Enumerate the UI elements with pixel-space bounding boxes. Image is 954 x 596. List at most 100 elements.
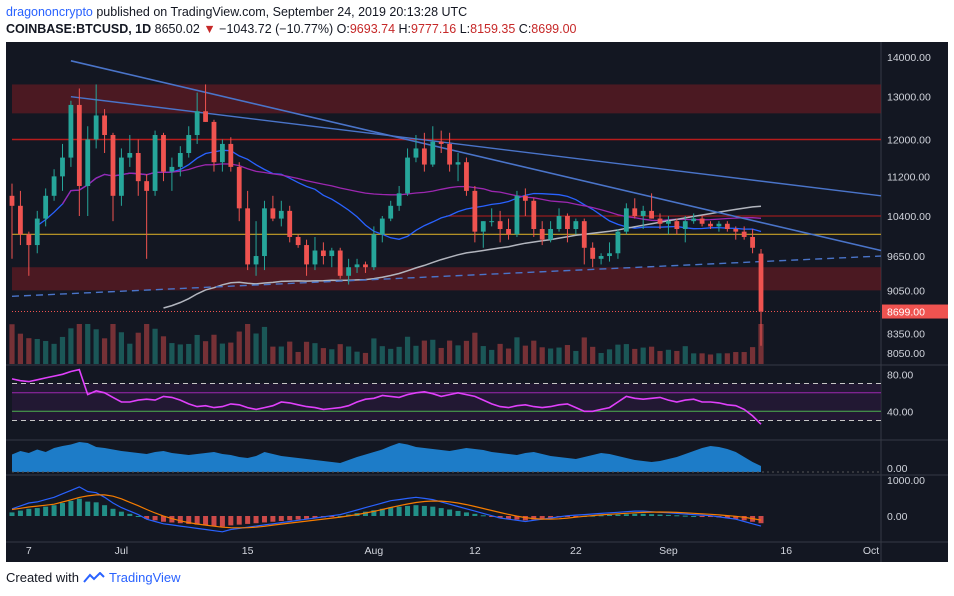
candle-body [514,195,520,235]
candle-body [177,152,183,167]
volume-bar [590,346,596,364]
volume-bar [548,348,554,364]
candle-body [531,200,537,230]
volume-bar [623,344,629,364]
volume-bar [665,349,672,364]
candle-body [716,223,722,227]
macd-histogram-bar [396,506,402,516]
volume-bar [219,343,225,364]
volume-bar [489,349,495,364]
candle-body [186,135,192,153]
time-tick-label: Oct [863,545,879,557]
candle-body [304,245,309,265]
tradingview-brand-link[interactable]: TradingView [108,570,181,585]
candle-body [194,111,200,136]
candle-body [219,143,225,163]
time-tick-label: 22 [570,545,582,557]
candle-body [379,218,385,235]
macd-line [11,486,762,533]
macd-histogram-bar [236,516,242,525]
volume-bar [598,352,604,364]
candle-body [682,221,688,230]
macd-histogram-bar [531,516,537,520]
volume-bar [421,340,427,364]
macd-histogram-bar [160,516,166,522]
macd-histogram-bar [261,516,267,523]
macd-histogram-bar [480,515,486,517]
volume-bar [413,345,419,364]
candle-body [110,135,116,196]
macd-histogram-bar [278,516,284,522]
macd-histogram-bar [691,516,697,517]
low-value: 8159.35 [470,22,516,36]
volume-bar [59,336,66,364]
open-label: O: [336,22,350,36]
macd-histogram-bar [329,516,335,517]
macd-histogram-bar [135,516,141,517]
candle-body [93,115,99,140]
macd-histogram-bar [733,516,739,519]
macd-histogram-bar [539,516,545,519]
chart-container[interactable]: 80.00 40.00 0.00 1000.00 0.00 14000.00 1300… [6,42,948,562]
candle-body [236,166,242,209]
macd-histogram-bar [59,503,65,516]
candle-body [497,221,503,230]
volume-bar [93,329,99,364]
rsi-tick-label: 80.00 [887,369,913,381]
macd-histogram-bar [43,506,49,516]
price-tick-label: 8350.00 [887,328,925,340]
volume-bar [615,344,621,364]
candle-body [34,218,40,246]
candle-body [623,208,629,232]
macd-histogram-bar [203,516,209,526]
macd-histogram-bar [438,508,444,516]
macd-histogram-bar [270,516,276,522]
macd-histogram-bar [657,514,663,516]
candle-body [657,218,663,224]
macd-histogram-bar [102,505,108,516]
volume-bar [430,339,436,364]
rsi-tick-label: 40.00 [887,406,913,418]
volume-bar [253,333,259,364]
macd-histogram-bar [724,516,730,519]
macd-histogram-bar [304,516,310,519]
candle-body [632,208,638,216]
volume-bar [9,324,15,364]
candle-body [464,162,469,191]
symbol-label[interactable]: COINBASE:BTCUSD, 1D [6,22,152,36]
macd-histogram-bar [615,514,621,516]
candle-body [253,256,259,265]
candle-body [489,221,495,223]
volume-bar [497,343,503,364]
volume-bar [682,346,688,364]
volume-bar [354,351,360,364]
candle-body [581,221,587,248]
ma200-line [163,205,762,309]
macd-tick-label: 1000.00 [887,475,925,487]
macd-histogram-bar [506,516,512,519]
macd-histogram-bar [34,508,40,516]
volume-bar [674,350,680,364]
volume-bar [144,324,150,364]
candle-body [203,111,208,122]
candle-body [750,236,755,248]
volume-bar [657,351,663,364]
macd-histogram-bar [152,516,158,521]
candle-body [18,205,23,235]
candle-body [211,121,217,163]
candle-body [396,193,402,206]
candle-body [640,210,646,216]
macd-histogram-bar [9,512,15,516]
time-tick-label: 16 [780,545,792,557]
macd-histogram-bar [26,508,32,516]
candle-body [733,229,739,232]
macd-histogram-bar [640,513,646,516]
volume-bar [160,336,167,364]
volume-bar [312,343,318,364]
time-tick-label: Jul [115,545,128,557]
candle-body [85,139,91,186]
author-link[interactable]: dragononcrypto [6,5,93,19]
candle-body [472,190,478,232]
candle-body [228,143,234,167]
